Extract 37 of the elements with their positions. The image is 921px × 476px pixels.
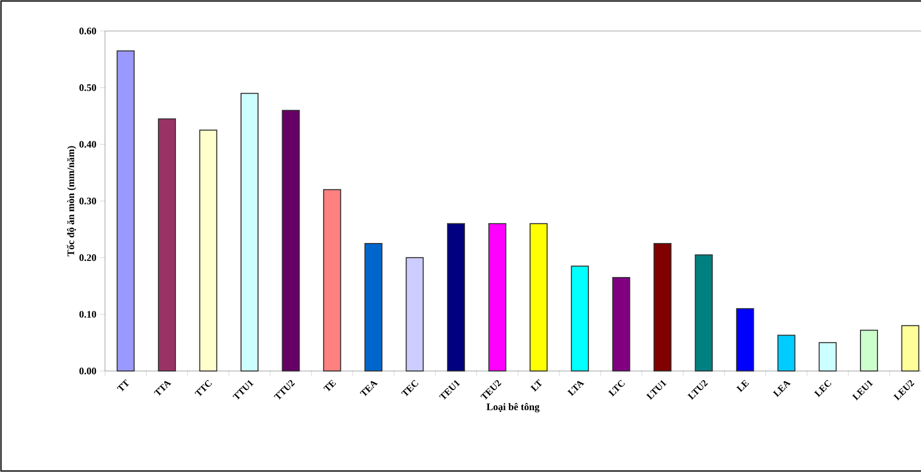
x-tick-label: TT <box>116 379 130 392</box>
bar <box>447 223 466 372</box>
bar <box>282 110 300 372</box>
bar <box>818 342 837 372</box>
y-tick-label: 0.40 <box>79 140 96 148</box>
bar <box>364 243 382 372</box>
bar <box>901 325 920 372</box>
y-tick-label: 0.00 <box>79 368 96 374</box>
bar <box>653 243 672 372</box>
x-tick-label: LE <box>736 380 750 392</box>
bar <box>777 334 796 372</box>
bar <box>240 92 259 372</box>
x-axis-title: Loại bê tông <box>486 403 540 412</box>
bar <box>488 223 506 372</box>
y-tick-label: 0.30 <box>79 198 96 204</box>
x-tick-label: TEA <box>360 381 378 396</box>
bar <box>406 257 424 372</box>
y-tick-label: 0.50 <box>79 84 96 92</box>
bar <box>323 189 342 372</box>
bar <box>694 254 713 372</box>
x-tick-label: LEA <box>772 381 791 398</box>
x-tick-label: LT <box>530 379 542 392</box>
bar <box>860 330 878 372</box>
x-tick-label: LTA <box>567 381 584 396</box>
bar <box>116 50 135 372</box>
x-tick-label: TE <box>323 380 336 392</box>
bar <box>199 130 218 372</box>
bar <box>530 223 548 372</box>
bar <box>158 118 176 372</box>
y-axis-title: Tốc độ ăn mòn (mm/năm) <box>66 146 76 256</box>
bar <box>612 277 630 372</box>
y-tick-label: 0.10 <box>79 310 96 318</box>
y-tick-label: 0.20 <box>79 254 96 262</box>
y-tick-label: 0.60 <box>79 28 96 34</box>
bar <box>736 308 754 372</box>
bar <box>570 266 589 372</box>
x-tick-label: TTA <box>154 381 172 396</box>
